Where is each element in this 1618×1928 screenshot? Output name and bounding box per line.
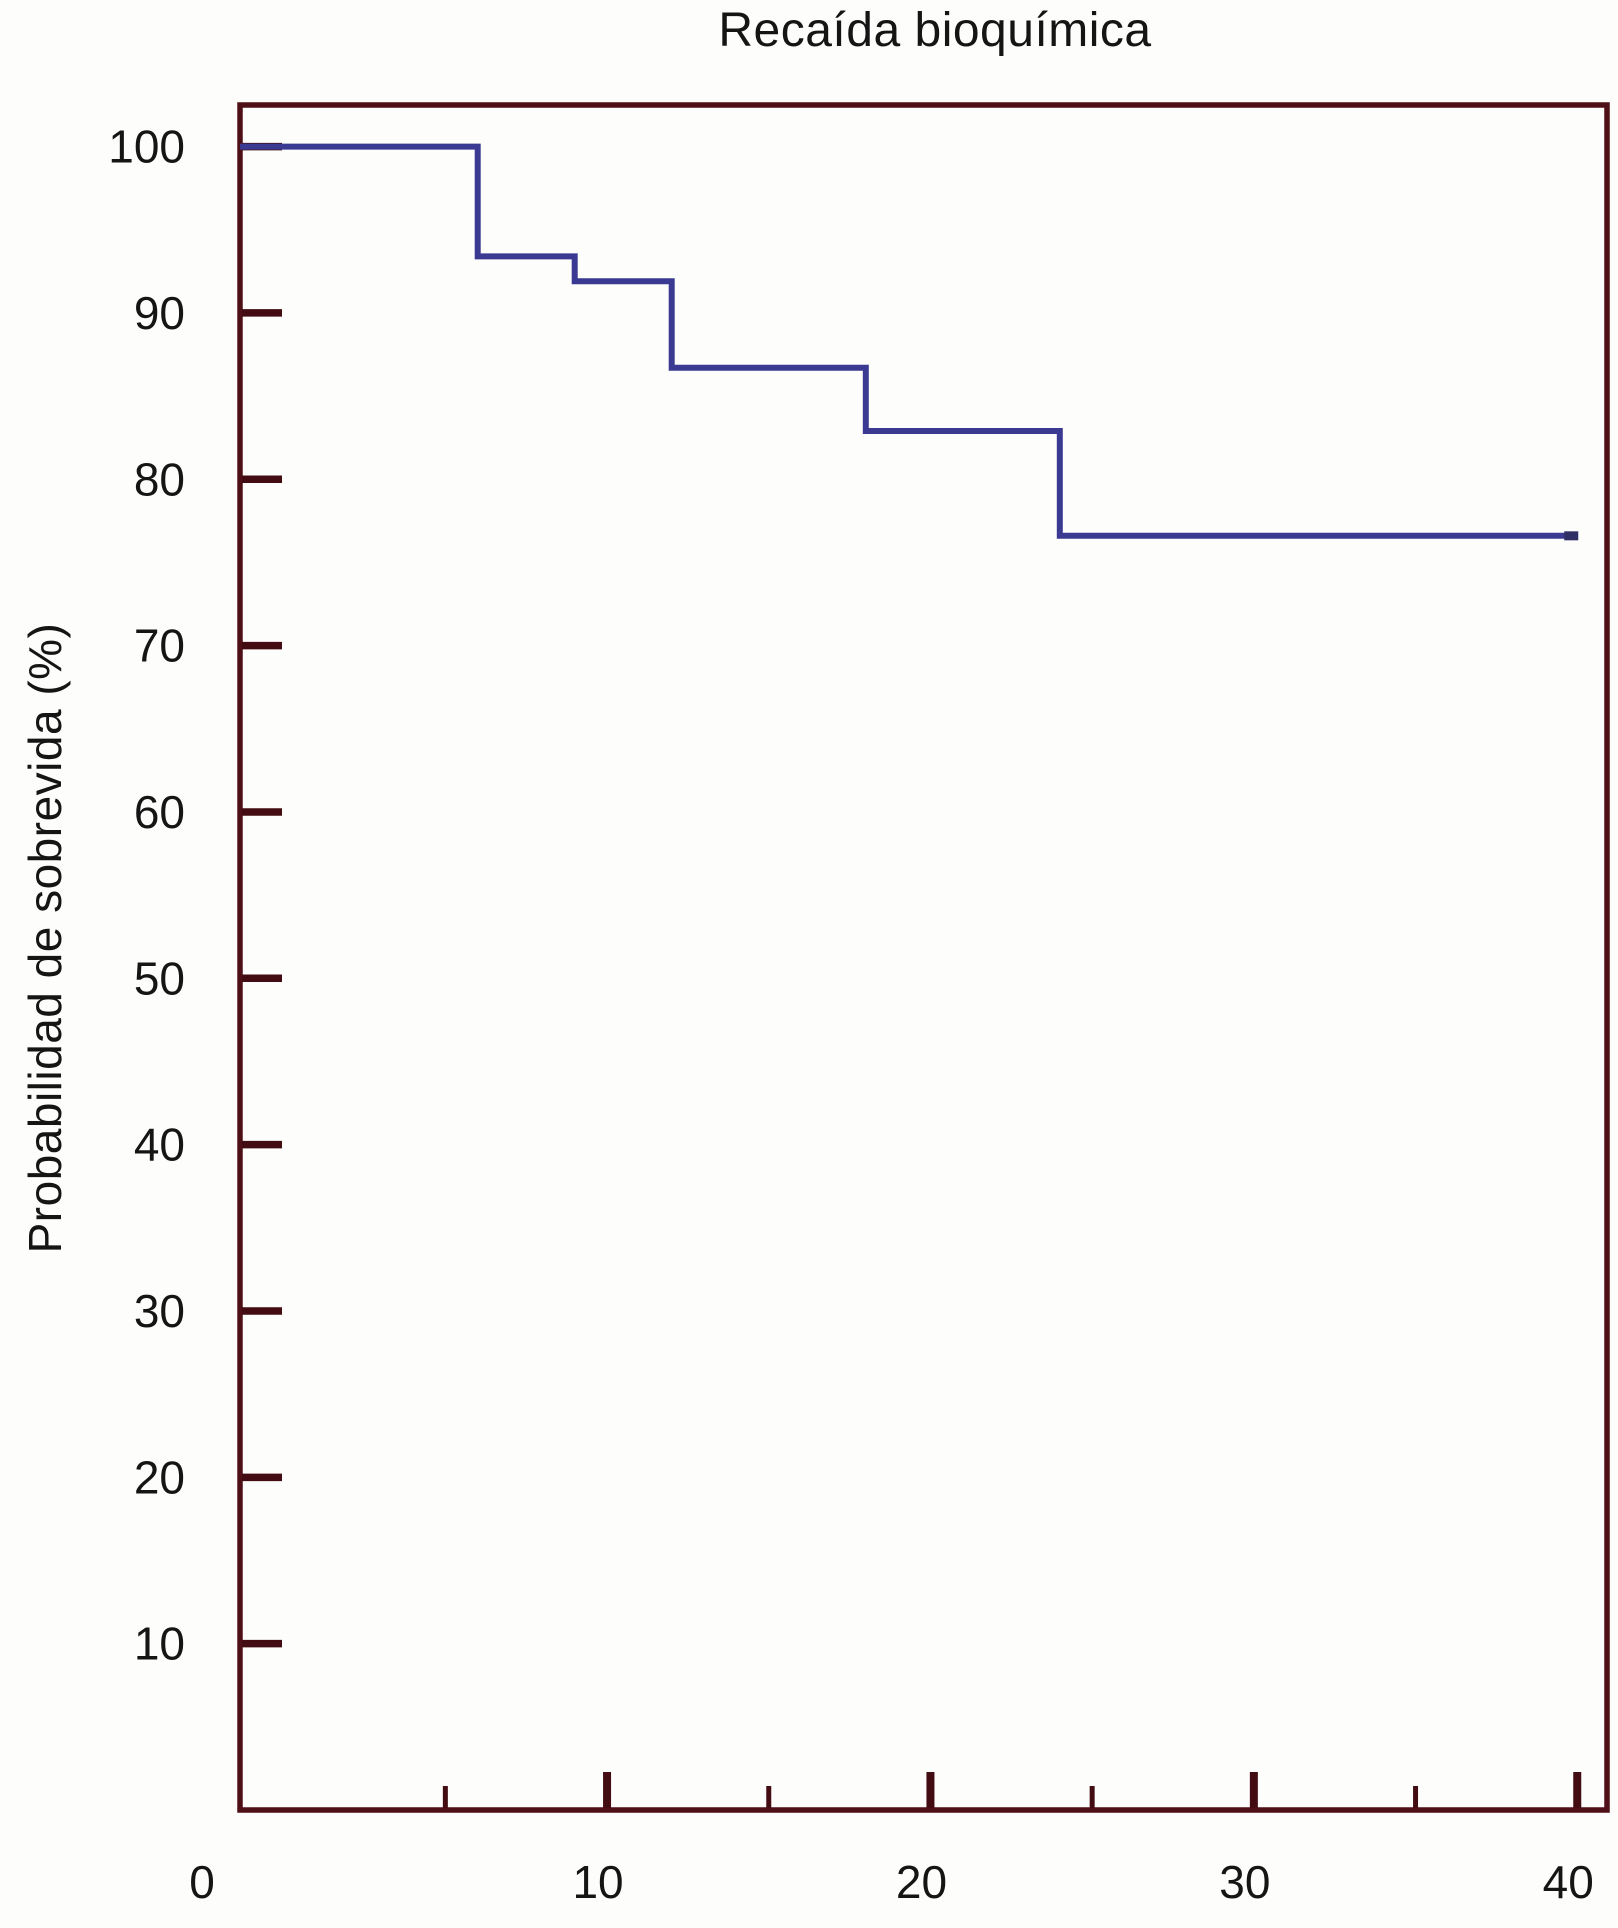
y-tick-label: 30 [134, 1285, 185, 1337]
x-tick-label: 40 [1543, 1856, 1594, 1908]
y-tick-label: 100 [108, 121, 185, 173]
x-tick-label: 20 [896, 1856, 947, 1908]
y-tick-label: 80 [134, 453, 185, 505]
y-tick-label: 60 [134, 786, 185, 838]
y-tick-label: 90 [134, 287, 185, 339]
y-tick-label: 40 [134, 1119, 185, 1171]
x-tick-label: 0 [189, 1856, 215, 1908]
x-tick-label: 10 [572, 1856, 623, 1908]
survival-curve [240, 143, 1578, 539]
chart-title: Recaída bioquímica [718, 4, 1152, 57]
x-tick-label: 30 [1219, 1856, 1270, 1908]
y-tick-label: 70 [134, 620, 185, 672]
y-tick-label: 50 [134, 952, 185, 1004]
y-tick-label: 20 [134, 1451, 185, 1503]
y-tick-label: 10 [134, 1618, 185, 1670]
plot-frame [237, 102, 1610, 1813]
